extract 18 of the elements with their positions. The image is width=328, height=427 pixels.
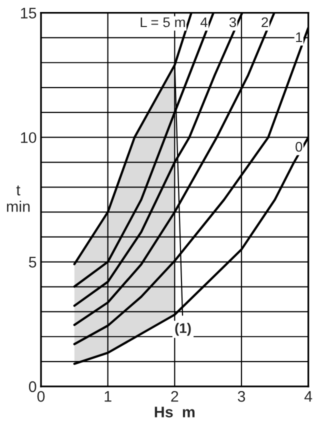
x-tick-label: 3 (238, 391, 246, 402)
series-label: L = 5 m (140, 17, 185, 28)
x-tick-label: 1 (104, 391, 112, 402)
x-tick-label: 4 (304, 391, 312, 402)
series-label: 3 (229, 17, 236, 28)
y-tick-label: 5 (28, 256, 36, 268)
y-axis-title: t min (6, 185, 30, 212)
series-label: 2 (262, 17, 268, 28)
annotation: (1) (175, 322, 191, 336)
y-tick-label: 0 (28, 381, 36, 392)
y-tick-label: 10 (21, 132, 36, 144)
x-tick-label: 2 (171, 391, 178, 402)
y-tick-label: 15 (21, 8, 36, 18)
series-label: 4 (200, 17, 208, 28)
x-axis-title: Hs m (154, 406, 195, 418)
series-label: 1 (296, 32, 302, 42)
series-label: 0 (296, 142, 302, 152)
x-tick-label: 0 (37, 391, 45, 402)
